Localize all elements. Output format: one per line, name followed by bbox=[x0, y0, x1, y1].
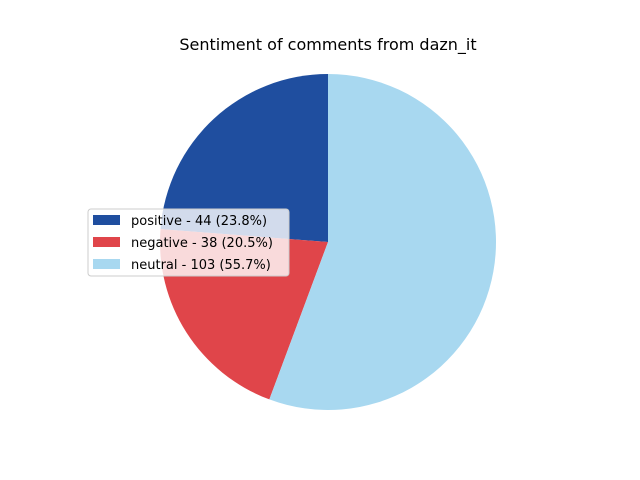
legend-label-1: negative - 38 (20.5%) bbox=[131, 236, 273, 251]
pie-slice-2 bbox=[269, 74, 496, 410]
legend-box bbox=[87, 208, 290, 277]
legend-label-0: positive - 44 (23.8%) bbox=[131, 214, 267, 229]
legend: positive - 44 (23.8%) negative - 38 (20.5… bbox=[87, 208, 290, 277]
legend-swatch-2 bbox=[93, 259, 120, 269]
legend-label-2: neutral - 103 (55.7%) bbox=[131, 258, 271, 273]
pie-slice-0 bbox=[160, 74, 328, 242]
chart-title: Sentiment of comments from dazn_it bbox=[179, 35, 476, 55]
legend-swatch-1 bbox=[93, 237, 120, 247]
legend-swatch-0 bbox=[93, 215, 120, 225]
